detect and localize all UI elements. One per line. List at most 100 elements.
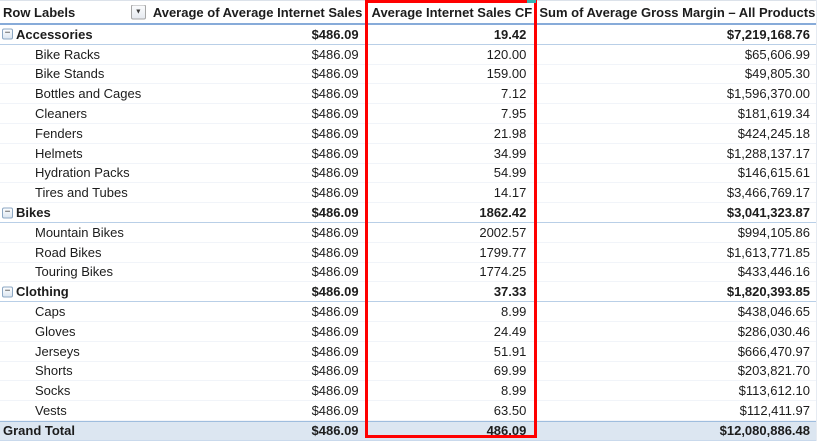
gross-margin-cell[interactable]: $994,105.86 [737, 224, 810, 240]
pivot-row: − Bikes $486.09 1862.42 $3,041,323.87 [0, 203, 816, 223]
internet-sales-cf-cell[interactable]: 1774.25 [479, 264, 527, 280]
row-label-cell[interactable]: Tires and Tubes [0, 185, 148, 200]
internet-sales-cf-cell[interactable]: 14.17 [493, 185, 527, 201]
internet-sales-cf-cell[interactable]: 8.99 [501, 383, 527, 399]
internet-sales-cf-cell[interactable]: 8.99 [501, 304, 527, 320]
internet-sales-cf-cell[interactable]: 159.00 [486, 66, 527, 82]
internet-sales-cf-cell[interactable]: 37.33 [493, 284, 527, 300]
gross-margin-cell[interactable]: $666,470.97 [737, 343, 810, 359]
row-label-cell[interactable]: Touring Bikes [0, 264, 148, 279]
avg-internet-sales-cell[interactable]: $486.09 [311, 383, 359, 399]
row-label-cell[interactable]: Bottles and Cages [0, 86, 148, 101]
header-row-labels[interactable]: Row Labels ▼ [0, 4, 148, 20]
gross-margin-cell[interactable]: $1,596,370.00 [726, 86, 810, 102]
internet-sales-cf-cell[interactable]: 24.49 [493, 323, 527, 339]
internet-sales-cf-cell[interactable]: 21.98 [493, 125, 527, 141]
row-label-cell[interactable]: Caps [0, 304, 148, 319]
internet-sales-cf-cell[interactable]: 34.99 [493, 145, 527, 161]
internet-sales-cf-cell[interactable]: 120.00 [486, 46, 527, 62]
avg-internet-sales-cell[interactable]: $486.09 [311, 205, 359, 221]
gross-margin-cell[interactable]: $49,805.30 [744, 66, 810, 82]
internet-sales-cf-cell[interactable]: 69.99 [493, 363, 527, 379]
avg-internet-sales-cell[interactable]: $486.09 [311, 423, 359, 439]
gross-margin-cell[interactable]: $181,619.34 [737, 106, 810, 122]
avg-internet-sales-cell[interactable]: $486.09 [311, 125, 359, 141]
avg-internet-sales-cell[interactable]: $486.09 [311, 106, 359, 122]
avg-internet-sales-cell[interactable]: $486.09 [311, 26, 359, 42]
row-label-text: Bottles and Cages [35, 86, 142, 102]
gross-margin-cell[interactable]: $433,446.16 [737, 264, 810, 280]
row-label-text: Hydration Packs [35, 165, 130, 181]
row-label-text: Mountain Bikes [35, 224, 124, 240]
row-label-cell[interactable]: Fenders [0, 126, 148, 141]
avg-internet-sales-cell[interactable]: $486.09 [311, 363, 359, 379]
gross-margin-cell[interactable]: $438,046.65 [737, 304, 810, 320]
internet-sales-cf-cell[interactable]: 19.42 [493, 26, 527, 42]
avg-internet-sales-cell[interactable]: $486.09 [311, 66, 359, 82]
row-label-cell[interactable]: Hydration Packs [0, 165, 148, 180]
row-label-cell[interactable]: − Bikes [0, 205, 148, 220]
gross-margin-cell[interactable]: $286,030.46 [737, 323, 810, 339]
row-label-cell[interactable]: − Clothing [0, 284, 148, 299]
avg-internet-sales-cell[interactable]: $486.09 [311, 284, 359, 300]
gross-margin-cell[interactable]: $7,219,168.76 [726, 26, 810, 42]
avg-internet-sales-cell[interactable]: $486.09 [311, 86, 359, 102]
row-label-text: Fenders [35, 125, 83, 141]
row-label-cell[interactable]: Socks [0, 383, 148, 398]
collapse-button[interactable]: − [2, 28, 13, 40]
avg-internet-sales-cell[interactable]: $486.09 [311, 323, 359, 339]
row-label-cell[interactable]: Road Bikes [0, 245, 148, 260]
internet-sales-cf-cell[interactable]: 2002.57 [479, 224, 527, 240]
internet-sales-cf-cell[interactable]: 63.50 [493, 403, 527, 419]
gross-margin-cell[interactable]: $1,288,137.17 [726, 145, 810, 161]
pivot-row: Touring Bikes $486.09 1774.25 $433,446.16 [0, 263, 816, 283]
header-gross-margin[interactable]: Sum of Average Gross Margin – All Produc… [539, 4, 816, 20]
avg-internet-sales-cell[interactable]: $486.09 [311, 403, 359, 419]
gross-margin-cell[interactable]: $12,080,886.48 [719, 423, 810, 439]
internet-sales-cf-cell[interactable]: 7.95 [501, 106, 527, 122]
row-label-cell[interactable]: Shorts [0, 363, 148, 378]
pivot-row: Vests $486.09 63.50 $112,411.97 [0, 401, 816, 421]
row-label-cell[interactable]: Jerseys [0, 344, 148, 359]
gross-margin-cell[interactable]: $112,411.97 [739, 403, 810, 419]
avg-internet-sales-cell[interactable]: $486.09 [311, 185, 359, 201]
row-label-cell[interactable]: Helmets [0, 146, 148, 161]
avg-internet-sales-cell[interactable]: $486.09 [311, 145, 359, 161]
avg-internet-sales-cell[interactable]: $486.09 [311, 224, 359, 240]
avg-internet-sales-cell[interactable]: $486.09 [311, 264, 359, 280]
avg-internet-sales-cell[interactable]: $486.09 [311, 343, 359, 359]
gross-margin-cell[interactable]: $1,820,393.85 [726, 284, 810, 300]
gross-margin-cell[interactable]: $1,613,771.85 [726, 244, 810, 260]
avg-internet-sales-cell[interactable]: $486.09 [311, 46, 359, 62]
gross-margin-cell[interactable]: $203,821.70 [737, 363, 810, 379]
gross-margin-cell[interactable]: $3,466,769.17 [726, 185, 810, 201]
internet-sales-cf-cell[interactable]: 7.12 [501, 86, 527, 102]
row-label-cell[interactable]: Cleaners [0, 106, 148, 121]
gross-margin-cell[interactable]: $424,245.18 [737, 125, 810, 141]
internet-sales-cf-cell[interactable]: 51.91 [493, 343, 527, 359]
internet-sales-cf-cell[interactable]: 54.99 [493, 165, 527, 181]
avg-internet-sales-cell[interactable]: $486.09 [311, 165, 359, 181]
gross-margin-cell[interactable]: $113,612.10 [738, 383, 810, 399]
avg-internet-sales-cell[interactable]: $486.09 [311, 244, 359, 260]
avg-internet-sales-cell[interactable]: $486.09 [311, 304, 359, 320]
row-label-cell[interactable]: − Accessories [0, 27, 148, 42]
internet-sales-cf-cell[interactable]: 1799.77 [479, 244, 527, 260]
row-label-cell[interactable]: Gloves [0, 324, 148, 339]
collapse-button[interactable]: − [2, 207, 13, 219]
row-label-cell[interactable]: Vests [0, 403, 148, 418]
filter-dropdown-button[interactable]: ▼ [130, 4, 146, 20]
row-label-cell[interactable]: Bike Stands [0, 66, 148, 81]
gross-margin-cell[interactable]: $3,041,323.87 [726, 205, 810, 221]
gross-margin-cell[interactable]: $146,615.61 [737, 165, 810, 181]
collapse-button[interactable]: − [2, 286, 13, 298]
internet-sales-cf-cell[interactable]: 486.09 [486, 423, 527, 439]
row-label-cell[interactable]: Mountain Bikes [0, 225, 148, 240]
row-label-cell[interactable]: Bike Racks [0, 47, 148, 62]
internet-sales-cf-cell[interactable]: 1862.42 [479, 205, 527, 221]
header-avg-internet-sales[interactable]: Average of Average Internet Sales [152, 4, 363, 20]
header-internet-sales-cf[interactable]: Average Internet Sales CF [371, 4, 533, 20]
row-label-cell[interactable]: Grand Total [0, 423, 148, 438]
gross-margin-cell[interactable]: $65,606.99 [744, 46, 810, 62]
